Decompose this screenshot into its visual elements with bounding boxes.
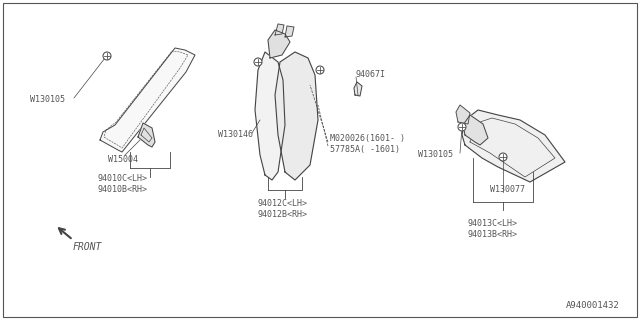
Text: 94012B<RH>: 94012B<RH> [258, 210, 308, 219]
Circle shape [458, 123, 466, 131]
Text: 94013C<LH>: 94013C<LH> [468, 219, 518, 228]
Polygon shape [255, 52, 285, 180]
Polygon shape [456, 105, 470, 124]
Polygon shape [275, 24, 284, 35]
Polygon shape [354, 82, 362, 96]
Circle shape [103, 52, 111, 60]
Polygon shape [138, 123, 155, 147]
Circle shape [316, 66, 324, 74]
Text: 94067I: 94067I [356, 70, 386, 79]
Polygon shape [275, 52, 318, 180]
Polygon shape [268, 30, 290, 58]
Text: A940001432: A940001432 [566, 301, 620, 310]
Polygon shape [100, 48, 195, 152]
Text: M020026(1601- ): M020026(1601- ) [330, 134, 405, 143]
Text: 94010B<RH>: 94010B<RH> [98, 185, 148, 194]
Circle shape [254, 58, 262, 66]
Text: FRONT: FRONT [73, 242, 102, 252]
Text: W15004: W15004 [108, 155, 138, 164]
Text: 94013B<RH>: 94013B<RH> [468, 230, 518, 239]
Circle shape [499, 153, 507, 161]
Polygon shape [285, 26, 294, 37]
Polygon shape [463, 115, 488, 145]
Text: 57785A( -1601): 57785A( -1601) [330, 145, 400, 154]
Text: W130146: W130146 [218, 130, 253, 139]
Text: W130105: W130105 [30, 95, 65, 104]
Polygon shape [462, 110, 565, 182]
Text: 94010C<LH>: 94010C<LH> [98, 174, 148, 183]
Text: 94012C<LH>: 94012C<LH> [258, 199, 308, 208]
Text: W130077: W130077 [490, 185, 525, 194]
Text: W130105: W130105 [418, 150, 453, 159]
